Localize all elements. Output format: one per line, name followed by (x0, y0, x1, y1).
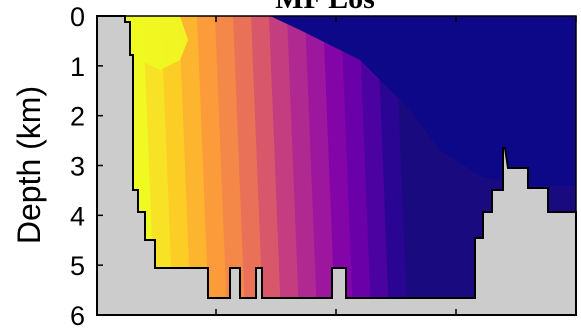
y-tick-label: 3 (70, 152, 85, 182)
color-band (233, 16, 265, 315)
y-tick-label: 5 (70, 251, 85, 281)
y-tick-label: 2 (70, 102, 85, 132)
color-band (377, 16, 409, 315)
y-tick-label: 4 (70, 201, 85, 231)
color-band (179, 16, 211, 315)
color-band (323, 16, 355, 315)
y-tick-label: 6 (70, 301, 85, 331)
deep-blue-region (270, 16, 576, 186)
y-axis-ticks: 0 1 2 3 4 5 6 (70, 2, 103, 331)
near-surface-warm-region (125, 16, 188, 70)
x-axis-ticks (96, 16, 577, 315)
color-band (197, 16, 229, 315)
chart-title: MF Los (275, 0, 375, 15)
color-band (359, 16, 391, 315)
color-band (215, 16, 247, 315)
color-band (143, 16, 175, 315)
color-band (305, 16, 337, 315)
color-band (341, 16, 373, 315)
y-axis-label: Depth (km) (11, 86, 47, 244)
color-band (161, 16, 193, 315)
color-band (251, 16, 283, 315)
seafloor-mask (96, 15, 577, 316)
y-tick-label: 1 (70, 52, 85, 82)
color-band (269, 16, 301, 315)
color-band (287, 16, 319, 315)
y-tick-label: 0 (70, 2, 85, 32)
